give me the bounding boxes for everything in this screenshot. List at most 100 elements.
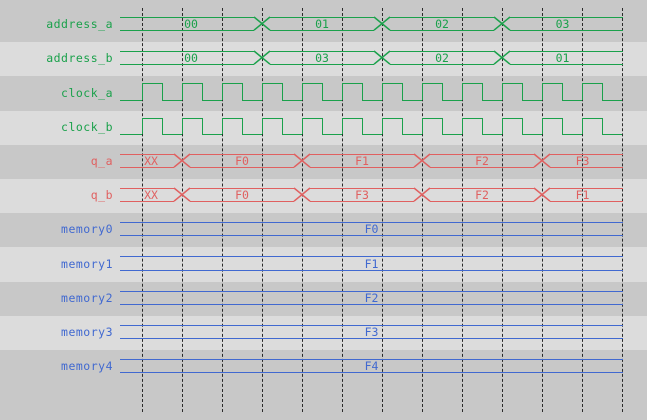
bus-bot-q_b-0 [120, 201, 174, 203]
bus-bot-address_a-1 [270, 30, 374, 32]
bus-transition-q_b-0 [173, 187, 191, 202]
clock-low-clock_a-3 [282, 99, 302, 101]
clock-rise-clock_b-6 [382, 117, 383, 134]
bus-top-q_b-0 [120, 188, 174, 189]
clock-high-clock_a-8 [462, 83, 482, 85]
clock-low-clock_b-3 [282, 133, 302, 135]
bus-bot-q_a-4 [550, 167, 623, 168]
clock-fall-clock_a-9 [522, 83, 523, 100]
bus-top-q_a-3 [430, 153, 534, 155]
clock-high-clock_b-10 [542, 117, 562, 119]
clock-high-clock_a-6 [382, 83, 402, 85]
clock-idle-clock_b [120, 133, 142, 135]
clock-low-clock_a-8 [482, 99, 502, 101]
clock-fall-clock_b-6 [402, 117, 403, 134]
clock-low-clock_a-9 [522, 99, 542, 101]
bus-top-q_b-4 [550, 188, 623, 189]
bus-transition-q_b-2 [413, 187, 431, 202]
clock-high-clock_b-9 [502, 117, 522, 119]
bus-top-address_a-0 [120, 17, 254, 18]
clock-low-clock_a-1 [202, 99, 222, 101]
clock-fall-clock_b-0 [162, 117, 163, 134]
bus-value-memory2-0: F2 [364, 290, 379, 305]
bus-top-address_b-2 [390, 51, 494, 53]
bus-transition-q_a-2 [413, 153, 431, 168]
bus-bot-memory4-0 [120, 372, 623, 374]
clock-fall-clock_a-4 [322, 83, 323, 100]
clock-rise-clock_b-7 [422, 117, 423, 134]
bus-bot-memory1-0 [120, 269, 623, 271]
bus-bot-address_b-1 [270, 64, 374, 66]
grid-line-12 [622, 8, 623, 412]
grid-line-2 [222, 8, 223, 412]
bus-transition-q_a-1 [293, 153, 311, 168]
clock-fall-clock_a-3 [282, 83, 283, 100]
clock-low-clock_a-7 [442, 99, 462, 101]
bus-transition-address_b-2 [493, 50, 511, 65]
clock-low-clock_b-9 [522, 133, 542, 135]
clock-high-clock_a-4 [302, 83, 322, 85]
bus-value-address_a-0: 00 [184, 17, 198, 32]
bus-transition-address_b-0 [253, 50, 271, 65]
grid-line-5 [342, 8, 343, 412]
signal-label-clock_a: clock_a [61, 85, 113, 100]
bus-bot-address_b-3 [510, 64, 623, 66]
clock-fall-clock_a-5 [362, 83, 363, 100]
bus-bot-memory3-0 [120, 338, 623, 339]
clock-fall-clock_b-1 [202, 117, 203, 134]
bus-top-q_a-1 [190, 153, 294, 155]
clock-high-clock_b-3 [262, 117, 282, 119]
clock-rise-clock_a-5 [342, 83, 343, 100]
bus-bot-q_b-3 [430, 201, 534, 203]
clock-low-clock_b-11 [602, 133, 622, 135]
bus-top-memory4-0 [120, 359, 623, 360]
signal-label-q_b: q_b [90, 188, 113, 203]
bus-value-address_b-1: 03 [315, 51, 329, 66]
clock-rise-clock_a-11 [582, 83, 583, 100]
clock-low-clock_a-5 [362, 99, 382, 101]
bus-bot-memory0-0 [120, 235, 623, 237]
clock-high-clock_b-7 [422, 117, 442, 119]
clock-high-clock_a-5 [342, 83, 362, 85]
clock-high-clock_b-2 [222, 117, 242, 119]
clock-fall-clock_a-8 [482, 83, 483, 100]
bus-bot-q_a-1 [190, 167, 294, 168]
bus-value-address_b-0: 00 [184, 51, 198, 66]
grid-line-3 [262, 8, 263, 412]
bus-bot-q_a-3 [430, 167, 534, 168]
bus-top-address_a-1 [270, 17, 374, 18]
grid-line-1 [182, 8, 183, 412]
clock-high-clock_a-7 [422, 83, 442, 85]
clock-high-clock_b-4 [302, 117, 322, 119]
bus-value-q_a-0: XX [144, 153, 158, 168]
clock-rise-clock_b-3 [262, 117, 263, 134]
clock-rise-clock_b-10 [542, 117, 543, 134]
bus-bot-address_a-3 [510, 30, 623, 32]
clock-rise-clock_b-1 [182, 117, 183, 134]
clock-low-clock_b-8 [482, 133, 502, 135]
bus-transition-q_a-3 [533, 153, 551, 168]
bus-top-q_a-2 [310, 153, 414, 155]
clock-fall-clock_b-7 [442, 117, 443, 134]
bus-top-q_a-0 [120, 153, 174, 155]
bus-top-memory1-0 [120, 256, 623, 258]
clock-fall-clock_b-2 [242, 117, 243, 134]
clock-rise-clock_a-4 [302, 83, 303, 100]
clock-low-clock_b-2 [242, 133, 262, 135]
signal-label-memory3: memory3 [61, 324, 113, 339]
bus-top-q_b-1 [190, 188, 294, 189]
clock-high-clock_a-0 [142, 83, 162, 85]
signal-label-q_a: q_a [90, 153, 113, 168]
bus-value-q_b-0: XX [144, 188, 158, 203]
clock-fall-clock_a-1 [202, 83, 203, 100]
clock-idle-clock_a [120, 99, 142, 101]
bus-top-address_a-2 [390, 17, 494, 18]
clock-high-clock_a-10 [542, 83, 562, 85]
clock-fall-clock_a-6 [402, 83, 403, 100]
bus-bot-address_a-2 [390, 30, 494, 32]
clock-rise-clock_a-1 [182, 83, 183, 100]
row-band-address_a [0, 8, 647, 43]
clock-high-clock_a-1 [182, 83, 202, 85]
clock-high-clock_a-2 [222, 83, 242, 85]
clock-rise-clock_a-10 [542, 83, 543, 100]
